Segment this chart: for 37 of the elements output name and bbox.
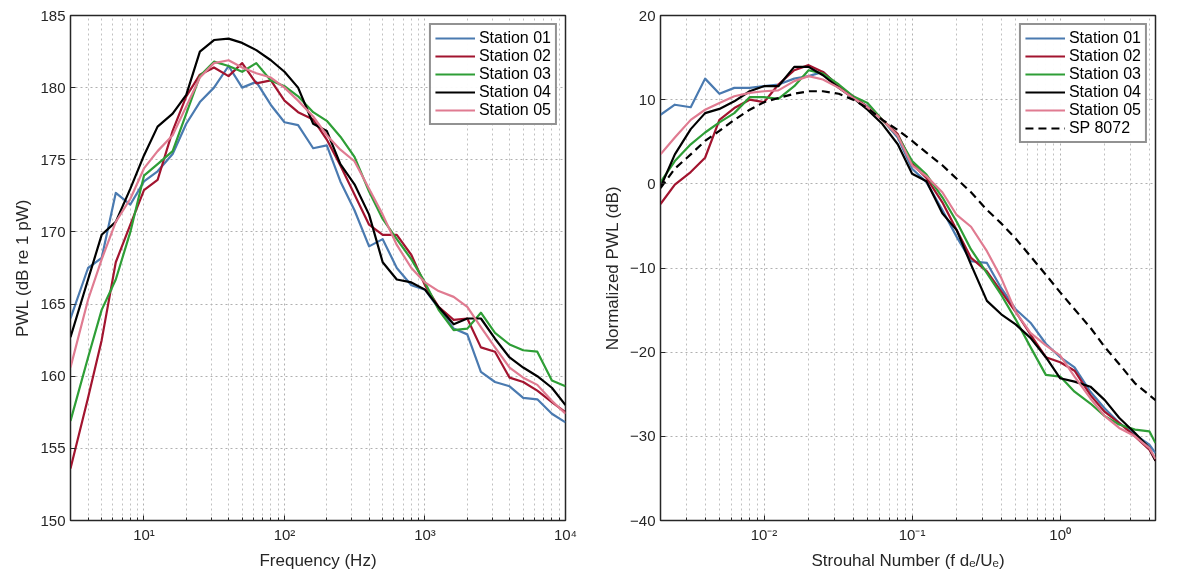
x-tick-label: 10⁻²: [750, 525, 778, 543]
x-tick-label: 10⁴: [553, 525, 578, 543]
y-tick-label: 0: [647, 174, 656, 192]
y-tick-label: 165: [40, 295, 66, 313]
y-tick-label: 150: [40, 511, 66, 529]
x-tick-label: 10¹: [133, 525, 155, 543]
legend-label: Station 05: [1068, 101, 1141, 119]
legend-label: SP 8072: [1068, 119, 1131, 137]
legend-label: Station 02: [478, 47, 551, 65]
y-tick-label: −20: [630, 343, 656, 361]
y-tick-label: 20: [638, 6, 656, 24]
y-tick-label: 180: [40, 78, 66, 96]
legend-label: Station 01: [1068, 29, 1141, 47]
x-tick-label: 10²: [273, 525, 296, 543]
y-tick-label: −40: [630, 511, 656, 529]
y-tick-label: 160: [40, 367, 66, 385]
y-tick-label: 170: [40, 222, 66, 240]
x-axis-title: Strouhal Number (f dₑ/Uₑ): [811, 550, 1005, 570]
y-tick-label: 10: [638, 90, 656, 108]
legend-label: Station 03: [478, 65, 551, 83]
x-tick-label: 10⁻¹: [898, 525, 926, 543]
y-tick-label: 185: [40, 6, 66, 24]
legend-label: Station 03: [1068, 65, 1141, 83]
legend-label: Station 04: [1068, 83, 1141, 101]
legend-label: Station 04: [478, 83, 551, 101]
y-tick-label: −30: [630, 427, 656, 445]
x-tick-label: 10³: [414, 525, 436, 543]
y-axis-title: Normalized PWL (dB): [603, 186, 623, 351]
legend-label: Station 05: [478, 101, 551, 119]
x-tick-label: 10⁰: [1049, 525, 1072, 543]
x-axis-title: Frequency (Hz): [259, 550, 377, 570]
legend-label: Station 02: [1068, 47, 1141, 65]
y-tick-label: −10: [630, 259, 656, 276]
y-tick-label: 175: [40, 150, 66, 168]
legend-label: Station 01: [478, 29, 551, 47]
y-tick-label: 155: [40, 439, 66, 457]
y-axis-title: PWL (dB re 1 pW): [13, 199, 33, 337]
